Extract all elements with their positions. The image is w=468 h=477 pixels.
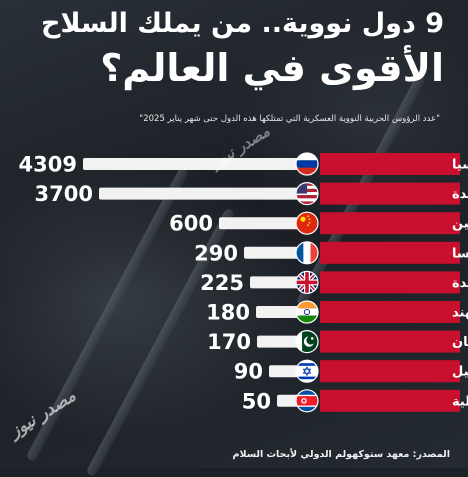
value-bar [269,365,300,378]
country-label: المملكة المتحدة [452,276,468,291]
value-label: 180 [206,301,250,325]
label-bar [320,360,460,383]
value-label: 50 [242,389,271,413]
flag-star [310,337,314,340]
flag-chakra [303,308,310,315]
bar-row: كوريا الشمالية 50 [242,389,468,413]
flag-canton [296,182,307,194]
flag-china-icon [296,212,318,235]
country-label: إسرائيل [452,365,468,380]
value-label: 4309 [19,153,77,177]
flag-stripe [296,160,318,168]
label-bar [320,212,460,235]
flag-stripe [296,363,318,366]
value-bar [257,335,300,348]
flag-stripe [296,396,318,406]
value-bar [250,276,300,289]
value-bar [256,306,300,318]
subtitle: "عدد الرؤوس الحربية النووية العسكرية الت… [139,114,440,124]
flag-uk-icon [296,271,318,294]
flag-crescent [306,335,316,345]
flag-france-icon [296,241,318,264]
flag-border [295,389,319,413]
value-label: 90 [234,360,263,384]
flag-border [295,330,319,354]
flag-stripe [296,308,318,316]
flag-star [307,224,309,227]
value-bar [99,187,300,200]
source-note: المصدر: معهد ستوكهولم الدولي لأبحاث السل… [232,449,450,460]
flag-russia-icon [296,153,318,175]
value-label: 600 [169,212,213,236]
flag-stripe [296,241,304,264]
flag-border [295,270,319,294]
bar-row: فرنسا 290 [194,241,468,265]
bar-row: باكستان 170 [207,330,468,354]
flag-pakistan-icon [296,330,318,353]
bar-row: روسيا 4309 [19,152,468,177]
bar-row: الولايات المتحدة 3700 [35,182,468,206]
flag-star [302,399,306,403]
value-label: 3700 [35,182,93,206]
country-label: الهند [452,306,468,321]
label-bar [320,153,460,175]
flag-stripe [296,167,318,175]
country-label: الصين [452,217,468,232]
flag-star [308,221,311,224]
label-bar [320,389,460,412]
flag-cross [305,271,309,294]
flag-stripe [303,241,311,264]
value-bar [244,246,300,259]
country-label: فرنسا [452,246,468,261]
value-label: 290 [194,241,238,265]
country-label: الولايات المتحدة [452,187,468,202]
flag-north-korea-icon [296,389,318,412]
flag-star [302,368,312,377]
flag-stripe [296,301,318,309]
flag-usa-icon [296,182,318,205]
flag-border [295,359,319,383]
label-bar [320,301,460,323]
bar-row: الهند 180 [206,300,468,325]
flag-border [295,300,319,324]
flag-stripe [296,198,318,202]
flag-israel-icon [296,360,318,383]
label-bar [320,271,460,294]
country-label: كوريا الشمالية [452,394,468,409]
value-label: 170 [207,330,251,354]
flag-stripe [296,201,318,205]
label-bar [320,330,460,353]
country-label: روسيا [452,158,468,173]
country-label: باكستان [452,335,468,350]
flag-stripe [296,330,303,353]
flag-star [307,215,309,218]
flag-border [295,152,319,176]
flag-stripe [310,241,318,264]
flag-stripe [296,376,318,380]
title-line-2: الأقوى في العالم؟ [100,46,444,90]
label-bar [320,241,460,264]
value-bar [219,217,300,230]
flag-stripe [296,153,318,161]
flag-star [302,366,312,374]
flag-star [300,216,306,222]
flag-stripe [296,195,318,199]
bar-row: الصين 600 [169,211,468,236]
bar-row: المملكة المتحدة 225 [200,270,468,295]
flag-stripe [296,315,318,323]
title-line-1: 9 دول نووية.. من يملك السلاح [41,8,444,39]
value-label: 225 [200,271,244,295]
bar-row: إسرائيل 90 [234,359,468,384]
label-bar [320,182,460,205]
flag-star [308,218,311,221]
flag-border [295,241,319,265]
value-bar [277,394,300,407]
flag-border [295,211,319,235]
flag-border [295,182,319,206]
flag-india-icon [296,301,318,323]
value-bar [83,158,300,170]
